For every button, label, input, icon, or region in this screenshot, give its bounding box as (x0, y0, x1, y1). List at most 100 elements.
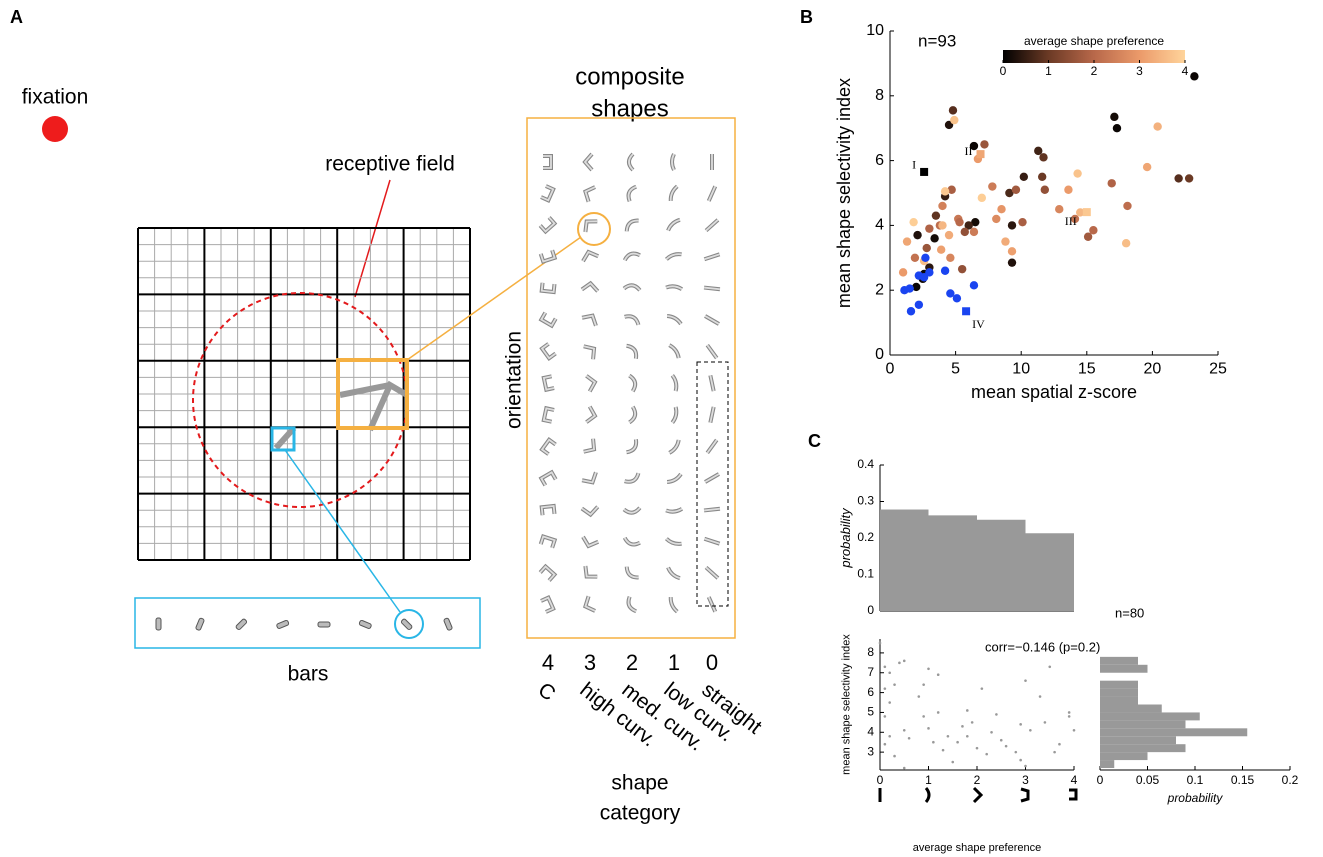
point (990, 730, 993, 734)
shape-glyph (666, 473, 682, 483)
bar-highlight (394, 609, 424, 639)
point (925, 268, 934, 277)
bar (1100, 760, 1115, 769)
bar (977, 519, 1026, 611)
shape-glyph (671, 374, 678, 392)
point (950, 115, 959, 125)
point (1184, 174, 1194, 183)
category-number: 2 (626, 650, 638, 675)
x-axis-label: probability (1167, 791, 1224, 805)
x-axis-label: mean spatial z-score (971, 382, 1137, 402)
x-tick-label: 4 (1071, 773, 1078, 787)
shape-glyph (623, 252, 641, 261)
point (940, 187, 950, 196)
icon (1069, 788, 1078, 801)
shape-glyph (623, 537, 641, 546)
marker (1082, 208, 1091, 217)
colorbar-tick-label: 2 (1091, 64, 1098, 78)
y-axis-label: probability (838, 507, 853, 569)
shape-glyph (540, 596, 555, 613)
point (893, 683, 896, 686)
point (1018, 217, 1027, 227)
y-axis-label: mean shape selectivity index (834, 78, 854, 308)
bars-label: bars (288, 663, 329, 686)
y-axis-label: mean shape selectivity index (840, 634, 852, 775)
point (1073, 169, 1082, 178)
point (883, 687, 887, 690)
point (902, 659, 906, 663)
point (938, 201, 947, 211)
rf-pointer (354, 179, 391, 298)
point (902, 237, 912, 246)
bar (1100, 688, 1138, 697)
point (980, 687, 984, 690)
shape-glyph (706, 439, 718, 454)
point (1038, 695, 1042, 698)
category-number: 1 (668, 650, 680, 675)
point (964, 221, 973, 230)
point (922, 243, 931, 253)
colorbar (1003, 50, 1185, 63)
point (883, 715, 887, 718)
point (883, 665, 887, 669)
bar (1100, 656, 1138, 665)
shape-glyph (628, 406, 637, 424)
point (975, 746, 979, 750)
fixation-dot (42, 116, 68, 142)
shape-glyph (582, 536, 599, 548)
point (944, 230, 954, 240)
point (1190, 72, 1199, 81)
y-tick-label: 0.1 (857, 567, 874, 581)
point (997, 205, 1006, 214)
icon (924, 787, 931, 803)
point (1072, 729, 1076, 732)
point (985, 752, 988, 756)
point (913, 230, 922, 240)
shape-glyph (707, 185, 717, 202)
composite-title: composite (575, 63, 684, 90)
shape-glyph (624, 472, 640, 483)
y-tick-label: 0 (875, 346, 884, 363)
shape-glyph (584, 220, 598, 233)
x-tick-label: 1 (925, 773, 932, 787)
shape-glyph (665, 507, 683, 513)
point (992, 214, 1001, 224)
shape-glyph (703, 507, 721, 512)
bar (1100, 680, 1138, 689)
shape-glyph (584, 596, 596, 612)
shape-glyph (583, 344, 597, 360)
point (988, 182, 997, 191)
marker (962, 307, 971, 316)
point (905, 284, 914, 293)
shape-glyph (709, 375, 715, 392)
colorbar-tick-label: 3 (1136, 64, 1143, 78)
point (1070, 214, 1080, 224)
x-tick-label: 20 (1144, 361, 1162, 378)
point (1001, 237, 1010, 246)
shape-glyph (668, 344, 680, 359)
icon (1020, 787, 1030, 803)
point (951, 760, 955, 764)
annotation: corr=−0.146 (p=0.2) (985, 639, 1100, 654)
straight-set (696, 361, 729, 607)
point (925, 224, 934, 233)
point (941, 748, 945, 752)
shape-glyph (625, 566, 639, 579)
shape-glyph (540, 185, 555, 202)
y-tick-label: 0 (867, 603, 874, 617)
bar-stim (400, 618, 413, 631)
y-tick-label: 0.2 (857, 530, 874, 544)
shape-glyph (623, 284, 641, 291)
bar (1100, 728, 1248, 737)
point (957, 264, 967, 274)
shape-glyph (584, 186, 596, 202)
point (1014, 750, 1018, 754)
y-tick-label: 6 (867, 685, 874, 699)
point (995, 713, 998, 716)
point (1089, 226, 1098, 235)
marker-label: II (965, 144, 973, 158)
shape-glyph (707, 596, 717, 613)
point (970, 721, 974, 724)
bar (1100, 664, 1148, 673)
